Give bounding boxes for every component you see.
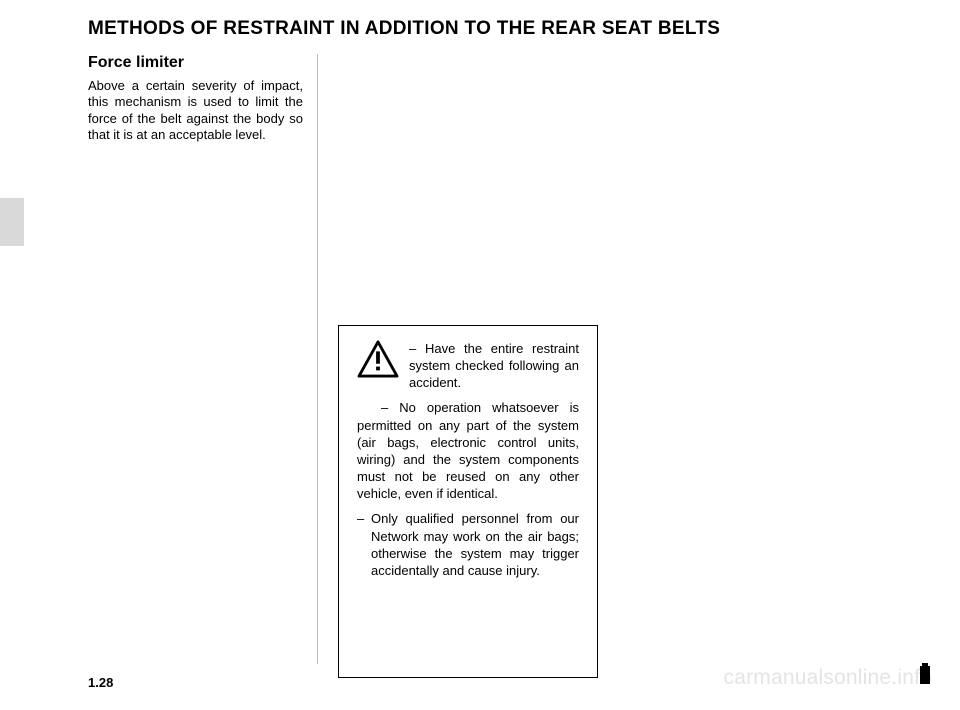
warning-item-3: – Only qualified personnel from our Netw… [357, 510, 579, 579]
body-force-limiter: Above a certain severity of impact, this… [88, 78, 303, 143]
warning-item-3-dash: – [357, 510, 371, 579]
watermark-text: carmanualsonline.info [724, 666, 933, 690]
warning-triangle-icon [357, 340, 399, 378]
warning-item-3-text: Only qualified personnel from our Networ… [371, 510, 579, 579]
warning-header-row: – Have the entire restraint system check… [357, 340, 579, 391]
warning-item-1-text: Have the entire restraint system checked… [409, 341, 579, 390]
left-column: Force limiter Above a certain severity o… [30, 54, 318, 664]
warning-item-1: – Have the entire restraint system check… [409, 340, 579, 391]
page-title: METHODS OF RESTRAINT IN ADDITION TO THE … [88, 18, 930, 40]
warning-box: – Have the entire restraint system check… [338, 325, 598, 678]
page-marker-icon [920, 666, 930, 684]
warning-item-2-text: – No operation whatsoever is permitted o… [357, 399, 579, 502]
manual-page: METHODS OF RESTRAINT IN ADDITION TO THE … [0, 0, 960, 710]
middle-column: – Have the entire restraint system check… [318, 54, 610, 664]
subheading-force-limiter: Force limiter [88, 54, 303, 72]
column-layout: Force limiter Above a certain severity o… [30, 54, 930, 664]
section-tab [0, 198, 24, 246]
warning-item-2: – No operation whatsoever is permitted o… [357, 399, 579, 502]
warning-item-1-dash: – [409, 341, 416, 356]
page-number: 1.28 [88, 675, 113, 690]
